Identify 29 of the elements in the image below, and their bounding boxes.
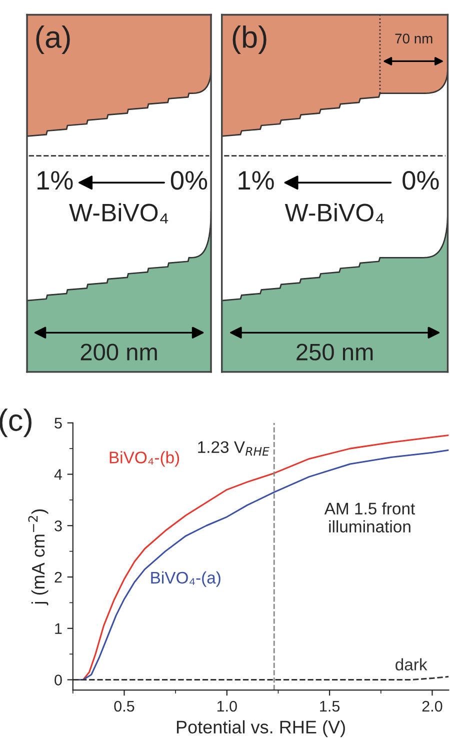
y-tick-label: 5	[54, 418, 62, 429]
text: (b)	[232, 26, 266, 54]
text: 1%	[238, 171, 274, 190]
x-tick-label: 1.5	[320, 701, 340, 712]
y-tick-label: 0	[54, 674, 62, 686]
text: W-BiVO₄	[284, 203, 384, 224]
text: W-BiVO₄	[69, 203, 168, 224]
annotation: AM 1.5 front illumination	[324, 502, 416, 532]
x-axis-title: Potential vs. RHE (V)	[176, 720, 345, 738]
y-axis-title: j (mA cm$^{−2}$)	[28, 509, 48, 606]
y-tick-label: 4	[54, 469, 62, 480]
y-tick-label: 1	[55, 623, 62, 634]
text: BiVO₄-(b)	[110, 451, 180, 467]
y-tick-label: 2	[54, 572, 62, 583]
text: 70 nm	[395, 34, 432, 44]
series-label: dark	[396, 658, 428, 670]
text: 250 nm	[296, 344, 373, 360]
chart-title: (c)	[0, 408, 32, 438]
y-tick-label: 3	[54, 520, 62, 532]
text: (a)	[36, 26, 70, 54]
series-label: BiVO₄-(a)	[151, 571, 220, 587]
x-tick-label: 2.0	[422, 700, 442, 712]
text: 0%	[170, 171, 208, 190]
x-tick-label: 1.0	[217, 700, 237, 712]
ref-line-label: 1.23 V$_{RHE}$	[198, 441, 270, 456]
text: 0%	[402, 171, 439, 190]
x-tick-label: 0.5	[114, 700, 134, 712]
text: 200 nm	[80, 344, 157, 360]
text: 1%	[38, 171, 73, 190]
